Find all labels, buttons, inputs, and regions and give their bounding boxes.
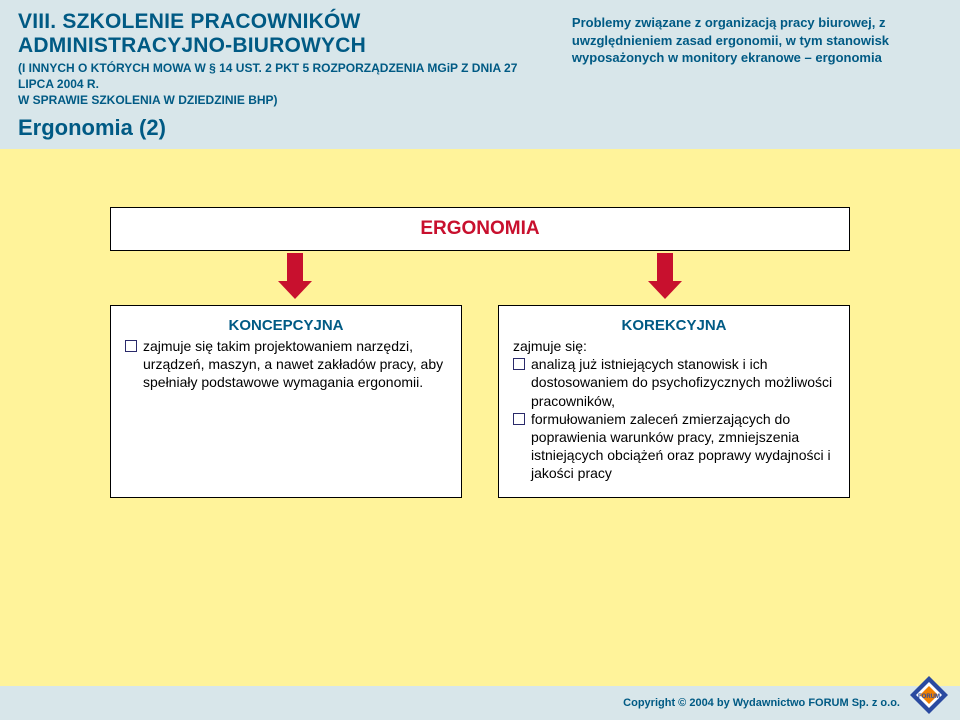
- right-box: KOREKCYJNA zajmuje się: analizą już istn…: [498, 305, 850, 498]
- section-subtitle: (I INNYCH O KTÓRYCH MOWA W § 14 UST. 2 P…: [18, 60, 554, 109]
- left-box: KONCEPCYJNA zajmuje się takim projektowa…: [110, 305, 462, 498]
- root-box-label: ERGONOMIA: [420, 218, 539, 239]
- topic-title: Ergonomia (2): [18, 115, 554, 141]
- section-title: VIII. SZKOLENIE PRACOWNIKÓW ADMINISTRACY…: [18, 10, 554, 58]
- checkbox-icon: [513, 413, 525, 425]
- header-description: Problemy związane z organizacją pracy bi…: [572, 14, 942, 67]
- columns: KONCEPCYJNA zajmuje się takim projektowa…: [110, 305, 850, 498]
- section-subtitle-line1: (I INNYCH O KTÓRYCH MOWA W § 14 UST. 2 P…: [18, 61, 517, 91]
- bullet-line: analizą już istniejących stanowisk i ich…: [513, 355, 835, 410]
- bullet-text: formułowaniem zaleceń zmierzających do p…: [531, 410, 835, 483]
- main: VIII. SZKOLENIE PRACOWNIKÓW ADMINISTRACY…: [0, 0, 960, 686]
- arrows-row: [110, 253, 850, 299]
- arrow-down-icon: [648, 253, 682, 299]
- checkbox-icon: [125, 340, 137, 352]
- arrow-down-icon: [278, 253, 312, 299]
- copyright-text: Copyright © 2004 by Wydawnictwo FORUM Sp…: [623, 697, 900, 709]
- bullet-text: zajmuje się takim projektowaniem narzędz…: [143, 337, 447, 392]
- bullet-text: analizą już istniejących stanowisk i ich…: [531, 355, 835, 410]
- bullet-line: formułowaniem zaleceń zmierzających do p…: [513, 410, 835, 483]
- slide: VIII. SZKOLENIE PRACOWNIKÓW ADMINISTRACY…: [0, 0, 960, 720]
- left-box-title: KONCEPCYJNA: [125, 316, 447, 336]
- bullet-line: zajmuje się takim projektowaniem narzędz…: [125, 337, 447, 392]
- lead-text: zajmuje się:: [513, 337, 835, 355]
- svg-text:FORUM: FORUM: [918, 694, 940, 700]
- header-left: VIII. SZKOLENIE PRACOWNIKÓW ADMINISTRACY…: [18, 10, 554, 141]
- header-right: Problemy związane z organizacją pracy bi…: [554, 10, 942, 141]
- arrow-left-cell: [110, 253, 480, 299]
- footer: Copyright © 2004 by Wydawnictwo FORUM Sp…: [0, 686, 960, 720]
- forum-logo-icon: FORUM: [908, 674, 950, 716]
- section-subtitle-line2: W SPRAWIE SZKOLENIA W DZIEDZINIE BHP): [18, 93, 278, 107]
- checkbox-icon: [513, 358, 525, 370]
- root-box: ERGONOMIA: [110, 207, 850, 251]
- header: VIII. SZKOLENIE PRACOWNIKÓW ADMINISTRACY…: [0, 0, 960, 149]
- right-box-title: KOREKCYJNA: [513, 316, 835, 336]
- arrow-right-cell: [480, 253, 850, 299]
- content-area: ERGONOMIA KONCEPCYJ: [0, 149, 960, 686]
